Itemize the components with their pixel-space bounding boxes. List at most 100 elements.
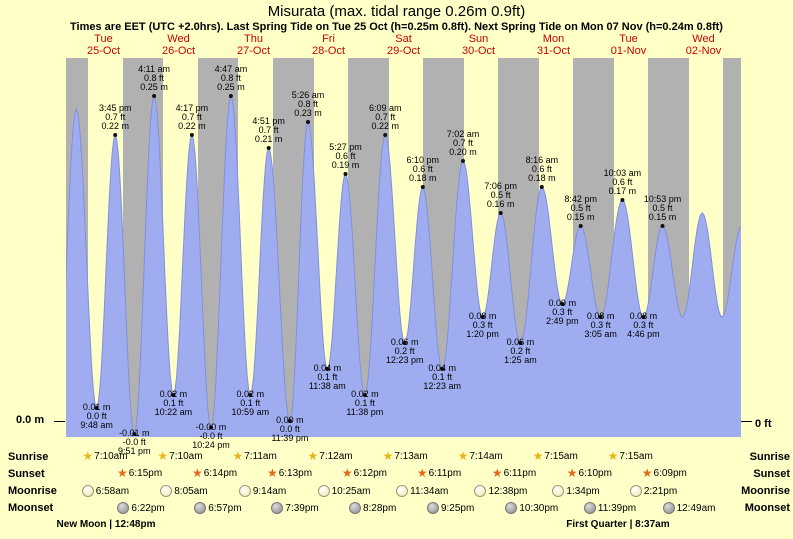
moonset-entry: 6:22pm [117,502,165,514]
moonset-time: 6:57pm [208,502,242,514]
tide-extreme-dot [440,367,445,371]
sunrise-time: 7:13am [394,451,428,462]
sunrise-row-label-left: Sunrise [8,451,49,463]
tide-label-high: 4:51 pm 0.7 ft 0.21 m [252,116,285,144]
tide-extreme-dot [171,393,176,397]
tide-label-low: -0.00 m -0.0 ft 10:24 pm [192,421,230,450]
sunrise-time: 7:14am [469,451,503,462]
moonrise-entry: 12:38pm [474,485,527,497]
tide-extreme-dot [480,315,485,319]
moonset-entry: 11:39pm [583,502,636,514]
sunset-star-icon: ★ [191,466,203,480]
sunrise-star-icon: ★ [382,449,394,463]
tide-extreme-dot [152,94,157,98]
zero-tick-left [54,421,65,422]
day-header: Fri 28-Oct [311,33,345,57]
tide-extreme-dot [228,94,233,98]
moonset-row-label-right: Moonset [744,502,790,514]
moonrise-time: 1:34pm [566,485,600,497]
moonset-time: 9:25pm [440,502,475,514]
y-axis-zero-meters: 0.0 m [16,414,45,426]
tide-label-high: 6:10 pm 0.6 ft 0.18 m [406,155,440,183]
tide-label-high: 4:17 pm 0.7 ft 0.22 m [175,103,209,131]
sunset-time: 6:15pm [128,468,163,479]
moonrise-time: 2:21pm [643,485,678,497]
zero-tick-right [741,421,752,422]
moonrise-entry: 8:05am [160,485,208,497]
moonrise-time: 9:14am [252,485,287,497]
sunrise-star-icon: ★ [307,449,319,463]
moonrise-icon [552,485,565,497]
sunrise-entry: ★ 7:10am [82,450,127,462]
tide-label-low: 0.04 m 0.1 ft 12:23 am [423,363,461,391]
moonset-entry: 12:49am [662,502,716,514]
moonrise-time: 12:38pm [488,485,528,497]
moonset-time: 6:22pm [131,502,165,514]
tide-extreme-dot [325,367,330,371]
sunrise-entry: ★ 7:15am [532,449,578,463]
day-header: Wed 26-Oct [161,33,195,57]
day-header: Sun 30-Oct [461,33,495,57]
tide-label-high: 4:47 am 0.8 ft 0.25 m [214,64,248,92]
sunrise-entry: ★ 7:15am [608,450,653,462]
tide-chart-area: 0.01 m 0.0 ft 9:48 am 3:45 pm 0.7 ft 0.22 m -0… [66,58,741,456]
sunset-star-icon: ★ [266,466,278,480]
sunset-time: 6:13pm [278,468,313,479]
sunrise-star-icon: ★ [457,449,469,463]
tide-label-high: 4:11 am 0.8 ft 0.25 m [138,64,170,92]
sunset-time: 6:12pm [353,468,387,479]
sunset-entry: ★ 6:12pm [342,467,387,479]
moon-phase-label: New Moon | 12:48pm [56,519,156,530]
tide-label-low: 0.09 m 0.3 ft 2:49 pm [546,298,579,326]
sunset-star-icon: ★ [491,466,503,480]
sunrise-entry: ★ 7:14am [457,449,503,463]
tide-extreme-dot [266,146,271,150]
moonset-icon [583,502,596,514]
tide-extreme-dot [461,159,465,163]
tide-label-high: 8:42 pm 0.5 ft 0.15 m [564,194,597,222]
moonset-entry: 6:57pm [194,502,242,514]
sunrise-star-icon: ★ [157,449,169,463]
sunset-entry: ★ 6:14pm [191,466,238,480]
day-header: Tue 25-Oct [86,33,120,57]
sunrise-star-icon: ★ [532,449,544,463]
tide-label-low: 0.02 m 0.1 ft 10:22 am [154,389,193,417]
tide-label-low: 0.04 m 0.1 ft 11:38 am [308,363,346,391]
sunset-time: 6:14pm [203,468,238,479]
tide-label-low: 0.02 m 0.1 ft 10:59 am [231,389,270,417]
moonset-entry: 8:28pm [348,502,396,514]
tide-extreme-dot [383,133,388,137]
tide-extreme-dot [132,432,137,436]
tide-label-high: 5:26 am 0.8 ft 0.23 m [291,90,325,118]
day-header: Thu 27-Oct [236,33,270,57]
moonrise-icon [396,485,409,497]
sunset-star-icon: ★ [566,466,578,480]
moonset-time: 10:30pm [519,502,559,514]
moonrise-entry: 11:34am [396,485,448,497]
moonrise-time: 11:34am [410,485,449,497]
moonset-icon [662,502,675,514]
tide-label-low: 0.08 m 0.3 ft 3:05 am [584,311,617,339]
tide-extreme-dot [420,185,425,189]
sunset-entry: ★ 6:10pm [566,466,612,480]
moonrise-entry: 10:25am [317,485,370,497]
moonset-icon [117,502,130,514]
moonset-entry: 7:39pm [271,502,319,514]
tide-extreme-dot [402,341,407,345]
moonrise-time: 6:58am [95,485,130,497]
moonrise-entry: 1:34pm [552,485,600,497]
moonset-time: 12:49am [676,502,716,514]
tide-extreme-dot [113,133,118,137]
moonset-time: 7:39pm [285,502,319,514]
tide-label-high: 6:09 am 0.7 ft 0.22 m [368,103,402,131]
tide-extreme-dot [498,211,503,215]
sunset-star-icon: ★ [641,466,653,480]
moonset-icon [505,502,518,514]
moonset-icon [348,502,361,514]
moonrise-entry: 9:14am [238,485,287,497]
sunset-row-label-left: Sunset [8,468,45,480]
sunrise-time: 7:12am [319,451,353,462]
tide-label-high: 8:16 am 0.6 ft 0.18 m [525,155,559,183]
tide-extreme-dot [189,133,194,137]
day-header: Mon 31-Oct [536,33,570,57]
